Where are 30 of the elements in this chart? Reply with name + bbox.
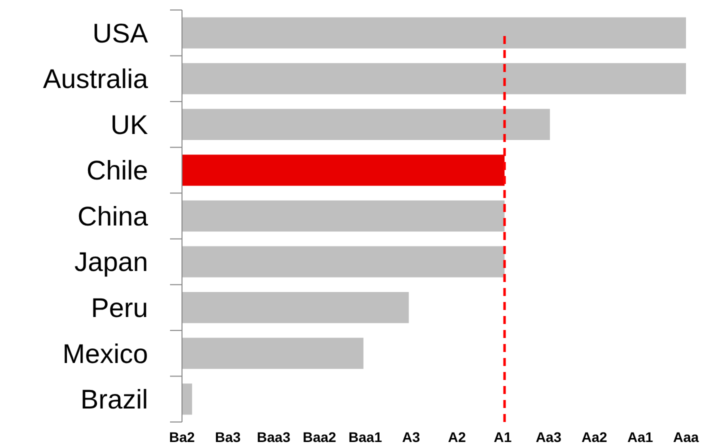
- y-tick-label: Mexico: [62, 338, 148, 369]
- text: A2: [448, 429, 466, 445]
- text: Baa2: [302, 429, 336, 445]
- bar: [182, 108, 550, 140]
- y-tick-label: UK: [110, 110, 148, 140]
- y-tick-label: Australia: [42, 64, 149, 94]
- text: Ba2: [169, 429, 196, 445]
- text: Aaa: [673, 429, 700, 445]
- y-tick-label: Peru: [90, 293, 148, 324]
- y-tick-label: Chile: [86, 156, 148, 186]
- bar: [182, 384, 192, 415]
- bar: [182, 63, 686, 94]
- bar: [182, 154, 505, 186]
- y-tick-label: Japan: [74, 247, 148, 278]
- bar: [182, 17, 686, 48]
- text: A1: [494, 429, 512, 445]
- bar: [182, 200, 505, 232]
- bar: [182, 292, 409, 324]
- text: Aa2: [582, 429, 608, 445]
- text: Baa3: [256, 429, 291, 445]
- text: Ba3: [214, 429, 241, 445]
- bar: [182, 338, 364, 369]
- y-tick-label: USA: [92, 18, 148, 48]
- text: Baa1: [348, 429, 382, 445]
- text: Aa1: [627, 429, 654, 445]
- y-tick-label: China: [77, 201, 149, 232]
- text: Aa3: [536, 429, 562, 445]
- bar: [182, 246, 505, 278]
- text: A3: [402, 429, 420, 445]
- y-tick-label: Brazil: [80, 384, 148, 415]
